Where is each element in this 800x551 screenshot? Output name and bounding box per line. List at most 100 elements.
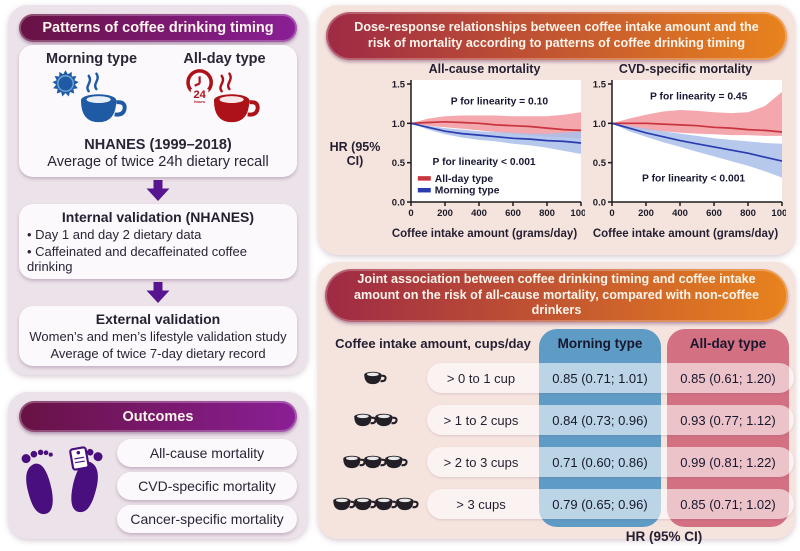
row-stripe (427, 363, 794, 394)
outcome-item: Cancer-specific mortality (117, 504, 297, 533)
allday-hr-value: 0.93 (0.77; 1.12) (680, 412, 776, 428)
coffee-cup-icon (353, 497, 377, 511)
down-arrow-icon (146, 180, 170, 201)
svg-text:P for linearity < 0.001: P for linearity < 0.001 (642, 174, 745, 185)
row-stripe (427, 489, 794, 520)
svg-text:Morning type: Morning type (435, 186, 500, 197)
external-validation-box: External validation Women’s and men’s li… (19, 306, 297, 366)
internal-validation-bullet: Caffeinated and decaffeinated coffee dri… (27, 244, 289, 274)
outcomes-panel: Outcomes All-cause mortality CVD-specific… (8, 392, 308, 539)
svg-text:800: 800 (740, 208, 756, 219)
svg-text:600: 600 (706, 208, 722, 219)
nhanes-source-sub: Average of twice 24h dietary recall (47, 154, 269, 170)
svg-text:0: 0 (408, 208, 413, 219)
svg-text:1000: 1000 (570, 208, 585, 219)
outcome-item: All-cause mortality (117, 438, 297, 467)
svg-text:0: 0 (609, 208, 614, 219)
internal-validation-box: Internal validation (NHANES) Day 1 and d… (19, 204, 297, 279)
joint-association-table: Coffee intake amount, cups/day Morning t… (327, 329, 794, 545)
external-validation-line: Average of twice 7-day dietary record (50, 346, 266, 361)
coffee-types-box: Morning type All-day type 24 hours (19, 45, 297, 177)
cups-icon-group (327, 454, 423, 470)
svg-text:1000: 1000 (771, 208, 786, 219)
morning-type-group: Morning type (44, 51, 140, 136)
flow-arrow-1 (19, 180, 297, 201)
svg-text:200: 200 (437, 208, 453, 219)
coffee-cup-icon (395, 497, 419, 511)
table-row: > 0 to 1 cup 0.85 (0.71; 1.01) 0.85 (0.61;… (327, 357, 794, 399)
intake-row-label: > 1 to 2 cups (443, 412, 519, 428)
svg-text:1.0: 1.0 (392, 119, 405, 130)
cups-icon-group (327, 496, 423, 512)
svg-text:200: 200 (638, 208, 654, 219)
mortality-feet-icon (19, 438, 109, 533)
allday-hr-value: 0.85 (0.61; 1.20) (680, 370, 776, 386)
chart-title: All-cause mortality (428, 62, 541, 76)
chart-x-axis-label: Coffee intake amount (grams/day) (391, 228, 578, 240)
joint-association-panel: Joint association between coffee drinkin… (318, 262, 795, 544)
svg-text:hours: hours (194, 99, 206, 104)
intake-row-label: > 3 cups (456, 496, 506, 512)
intake-row-label: > 0 to 1 cup (446, 370, 516, 386)
svg-text:0.0: 0.0 (392, 198, 405, 209)
internal-validation-title: Internal validation (NHANES) (61, 209, 255, 225)
allday-hr-value: 0.99 (0.81; 1.22) (680, 454, 776, 470)
table-row: > 1 to 2 cups 0.84 (0.73; 0.96) 0.93 (0.77… (327, 399, 794, 441)
cups-icon-group (327, 370, 423, 386)
cvd-specific-mortality-chart: 0.0 0.5 1.0 1.5 0 200 400 600 800 1000 P for linea… (593, 80, 793, 220)
hr-footer-label: HR (95% CI) (625, 529, 703, 545)
table-row: > 3 cups 0.79 (0.65; 0.96) 0.85 (0.71; 1.0… (327, 483, 794, 525)
table-row: > 2 to 3 cups 0.71 (0.60; 0.86) 0.99 (0.81… (327, 441, 794, 483)
svg-text:P for linearity = 0.10: P for linearity = 0.10 (451, 96, 549, 107)
allday-coffee-icon: 24 hours (177, 67, 273, 136)
table-header-row: Coffee intake amount, cups/day Morning t… (327, 329, 788, 357)
coffee-cup-icon (385, 455, 408, 469)
svg-text:400: 400 (471, 208, 487, 219)
feet-toe-tag-icon (21, 446, 103, 514)
morning-type-label: Morning type (45, 51, 138, 67)
svg-text:P for linearity < 0.001: P for linearity < 0.001 (433, 157, 536, 168)
svg-text:1.5: 1.5 (593, 80, 607, 91)
svg-text:600: 600 (505, 208, 521, 219)
external-validation-line: Women’s and men’s lifestyle validation s… (29, 329, 287, 344)
svg-text:0.5: 0.5 (593, 158, 607, 169)
allday-type-label: All-day type (183, 51, 266, 67)
all-cause-mortality-chart: 0.0 0.5 1.0 1.5 0 200 400 600 800 1000 P for linea… (392, 80, 592, 220)
svg-text:0.0: 0.0 (593, 198, 606, 209)
nhanes-source: NHANES (1999–2018) (84, 137, 232, 153)
morning-column-header: Morning type (557, 335, 643, 351)
cups-icon-group (327, 412, 423, 428)
internal-validation-bullet: Day 1 and day 2 dietary data (27, 227, 289, 242)
flow-arrow-2 (19, 282, 297, 303)
morning-coffee-icon (44, 67, 140, 136)
allday-type-group: All-day type 24 hours (177, 51, 273, 136)
coffee-cup-icon (374, 497, 398, 511)
chart-title: CVD-specific mortality (618, 62, 753, 76)
intake-row-label: > 2 to 3 cups (443, 454, 519, 470)
dose-response-panel: Dose-response relationships between coff… (318, 5, 795, 255)
outcomes-header: Outcomes (19, 401, 297, 432)
row-stripe (427, 447, 794, 478)
patterns-header: Patterns of coffee drinking timing (19, 14, 297, 42)
morning-hr-value: 0.79 (0.65; 0.96) (552, 496, 648, 512)
sun-coffee-icon (51, 70, 127, 123)
svg-text:P for linearity = 0.45: P for linearity = 0.45 (650, 92, 748, 103)
hr-axis-label: HR (95% CI) (329, 140, 381, 168)
intake-column-header: Coffee intake amount, cups/day (335, 335, 531, 351)
svg-text:1.0: 1.0 (593, 119, 606, 130)
morning-hr-value: 0.84 (0.73; 0.96) (552, 412, 648, 428)
row-stripe (427, 405, 794, 436)
outcome-list: All-cause mortality CVD-specific mortalit… (117, 438, 297, 533)
clock24-coffee-icon: 24 hours (185, 69, 260, 123)
allday-hr-value: 0.85 (0.71; 1.02) (680, 496, 776, 512)
all-cause-chart-block: All-cause mortality 0.0 0.5 1.0 1.5 0 200 400 6… (384, 62, 592, 240)
external-validation-title: External validation (95, 311, 221, 327)
patterns-panel: Patterns of coffee drinking timing Morni… (8, 5, 308, 375)
svg-text:1.5: 1.5 (392, 80, 406, 91)
svg-text:24: 24 (193, 89, 206, 101)
morning-hr-value: 0.71 (0.60; 0.86) (552, 454, 648, 470)
svg-text:All-day type: All-day type (435, 174, 494, 185)
svg-text:800: 800 (539, 208, 555, 219)
coffee-cup-icon (364, 371, 387, 385)
chart-x-axis-label: Coffee intake amount (grams/day) (592, 228, 779, 240)
